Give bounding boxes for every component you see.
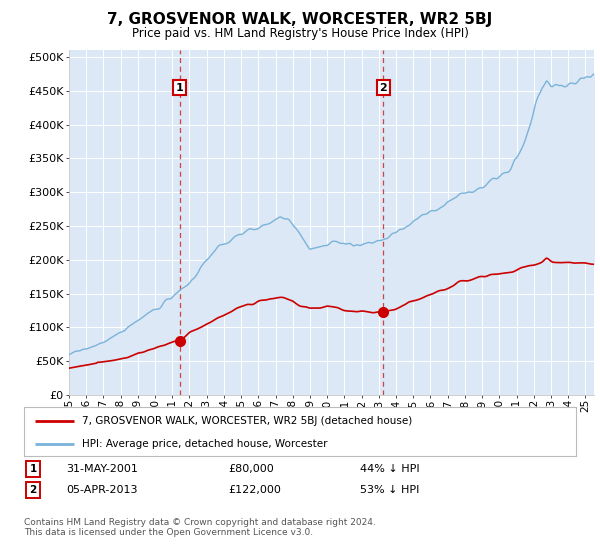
Text: HPI: Average price, detached house, Worcester: HPI: Average price, detached house, Worc…: [82, 439, 328, 449]
Text: 1: 1: [29, 464, 37, 474]
Text: £122,000: £122,000: [228, 485, 281, 495]
Text: Contains HM Land Registry data © Crown copyright and database right 2024.
This d: Contains HM Land Registry data © Crown c…: [24, 518, 376, 538]
Text: £80,000: £80,000: [228, 464, 274, 474]
Text: 7, GROSVENOR WALK, WORCESTER, WR2 5BJ (detached house): 7, GROSVENOR WALK, WORCESTER, WR2 5BJ (d…: [82, 416, 412, 426]
Text: 53% ↓ HPI: 53% ↓ HPI: [360, 485, 419, 495]
Text: 05-APR-2013: 05-APR-2013: [66, 485, 137, 495]
Text: 44% ↓ HPI: 44% ↓ HPI: [360, 464, 419, 474]
Text: Price paid vs. HM Land Registry's House Price Index (HPI): Price paid vs. HM Land Registry's House …: [131, 27, 469, 40]
Text: 2: 2: [29, 485, 37, 495]
Text: 2: 2: [379, 82, 387, 92]
Text: 1: 1: [176, 82, 184, 92]
Text: 7, GROSVENOR WALK, WORCESTER, WR2 5BJ: 7, GROSVENOR WALK, WORCESTER, WR2 5BJ: [107, 12, 493, 27]
Text: 31-MAY-2001: 31-MAY-2001: [66, 464, 138, 474]
